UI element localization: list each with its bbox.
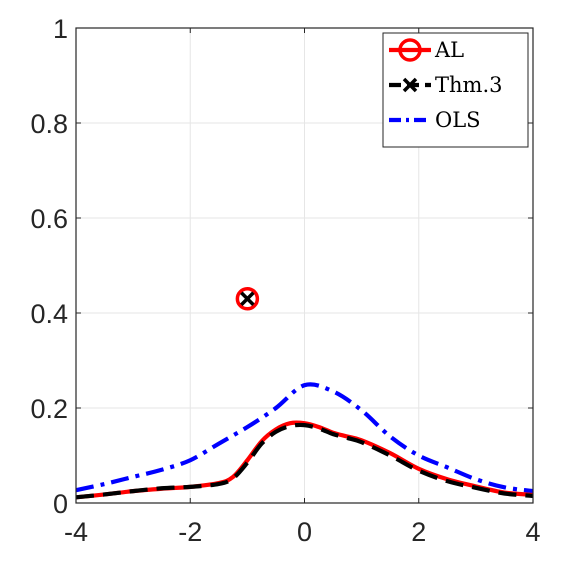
legend-label-al: AL: [434, 38, 464, 62]
x-tick-label: -2: [178, 517, 202, 547]
data-point-thm-3: [240, 291, 255, 306]
legend-marker-thm-3-stroke: [402, 77, 418, 93]
data-point-thm-3-stroke: [240, 291, 255, 306]
legend-marker-al: [398, 38, 422, 62]
data-points: [235, 287, 260, 311]
legend: AL Thm.3 OLS: [382, 32, 529, 148]
legend-marker-thm-3: [402, 77, 418, 93]
tick-labels: -4 -2 0 2 4 0 0.2 0.4 0.6 0.8 1: [30, 14, 540, 547]
y-tick-label: 0.8: [30, 109, 68, 139]
x-tick-label: 0: [297, 517, 312, 547]
series-line-ols: [75, 382, 534, 494]
legend-label-ols: OLS: [435, 108, 481, 132]
x-tick-label: 2: [411, 517, 426, 547]
y-tick-label: 0.4: [30, 299, 68, 329]
y-tick-label: 0.6: [30, 204, 68, 234]
series-lines: [75, 382, 534, 500]
y-tick-label: 0.2: [30, 394, 68, 424]
data-point-al: [235, 287, 260, 311]
x-tick-label: -4: [64, 517, 88, 547]
series-line-thm-3: [75, 422, 534, 500]
x-tick-label: 4: [525, 517, 540, 547]
y-tick-label: 1: [53, 14, 68, 44]
legend-label-thm-3: Thm.3: [435, 73, 502, 97]
y-tick-label: 0: [53, 489, 68, 519]
